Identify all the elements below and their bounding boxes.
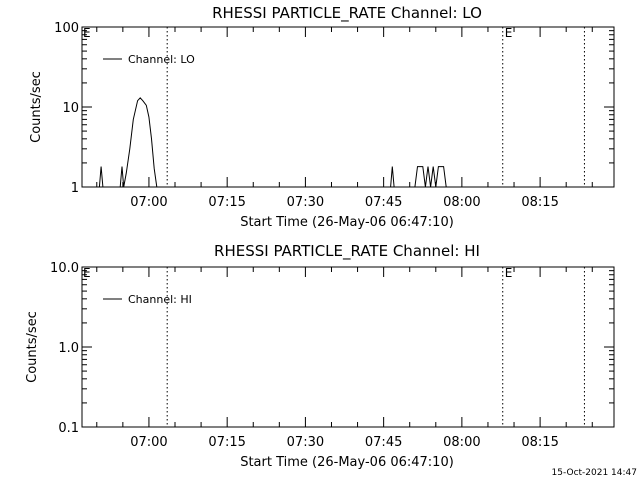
legend-entry: Channel: LO [128,53,195,66]
chart-title: RHESSI PARTICLE_RATE Channel: LO [212,4,482,23]
x-tick-label: 08:15 [521,195,558,210]
x-tick-label: 07:00 [130,435,167,450]
legend: Channel: HI [103,293,192,306]
time-marker-label: E [505,26,513,40]
x-tick-label: 07:45 [365,195,402,210]
series-line [98,97,447,188]
x-tick-label: 07:15 [208,435,245,450]
plot-frame [81,266,615,428]
legend: Channel: LO [103,53,195,66]
y-tick-label: 10.0 [50,261,79,276]
x-tick-label: 08:00 [443,195,480,210]
plot-frame [81,26,615,188]
x-tick-label: 07:45 [365,435,402,450]
y-tick-label: 0.1 [58,421,79,436]
x-tick-label: 07:30 [287,435,324,450]
x-axis-label: Start Time (26-May-06 06:47:10) [240,455,454,470]
y-tick-label: 100 [54,21,79,36]
chart-title: RHESSI PARTICLE_RATE Channel: HI [214,242,480,261]
start-marker-label: E [83,26,91,40]
y-tick-label: 1 [71,181,79,196]
x-tick-label: 07:15 [208,195,245,210]
legend-entry: Channel: HI [128,293,192,306]
y-tick-label: 1.0 [58,341,79,356]
generation-timestamp: 15-Oct-2021 14:47 [552,468,637,478]
y-axis-label: Counts/sec [25,311,40,383]
lo-channel-panel: RHESSI PARTICLE_RATE Channel: LO Counts/… [29,4,615,230]
hi-channel-panel: RHESSI PARTICLE_RATE Channel: HI Counts/… [25,242,615,470]
start-marker-label: E [83,266,91,280]
x-axis-label: Start Time (26-May-06 06:47:10) [240,215,454,230]
x-tick-label: 08:00 [443,435,480,450]
time-marker-label: E [505,266,513,280]
x-tick-label: 08:15 [521,435,558,450]
y-tick-label: 10 [62,101,79,116]
y-axis-label: Counts/sec [29,71,44,143]
x-tick-label: 07:00 [130,195,167,210]
x-tick-label: 07:30 [287,195,324,210]
